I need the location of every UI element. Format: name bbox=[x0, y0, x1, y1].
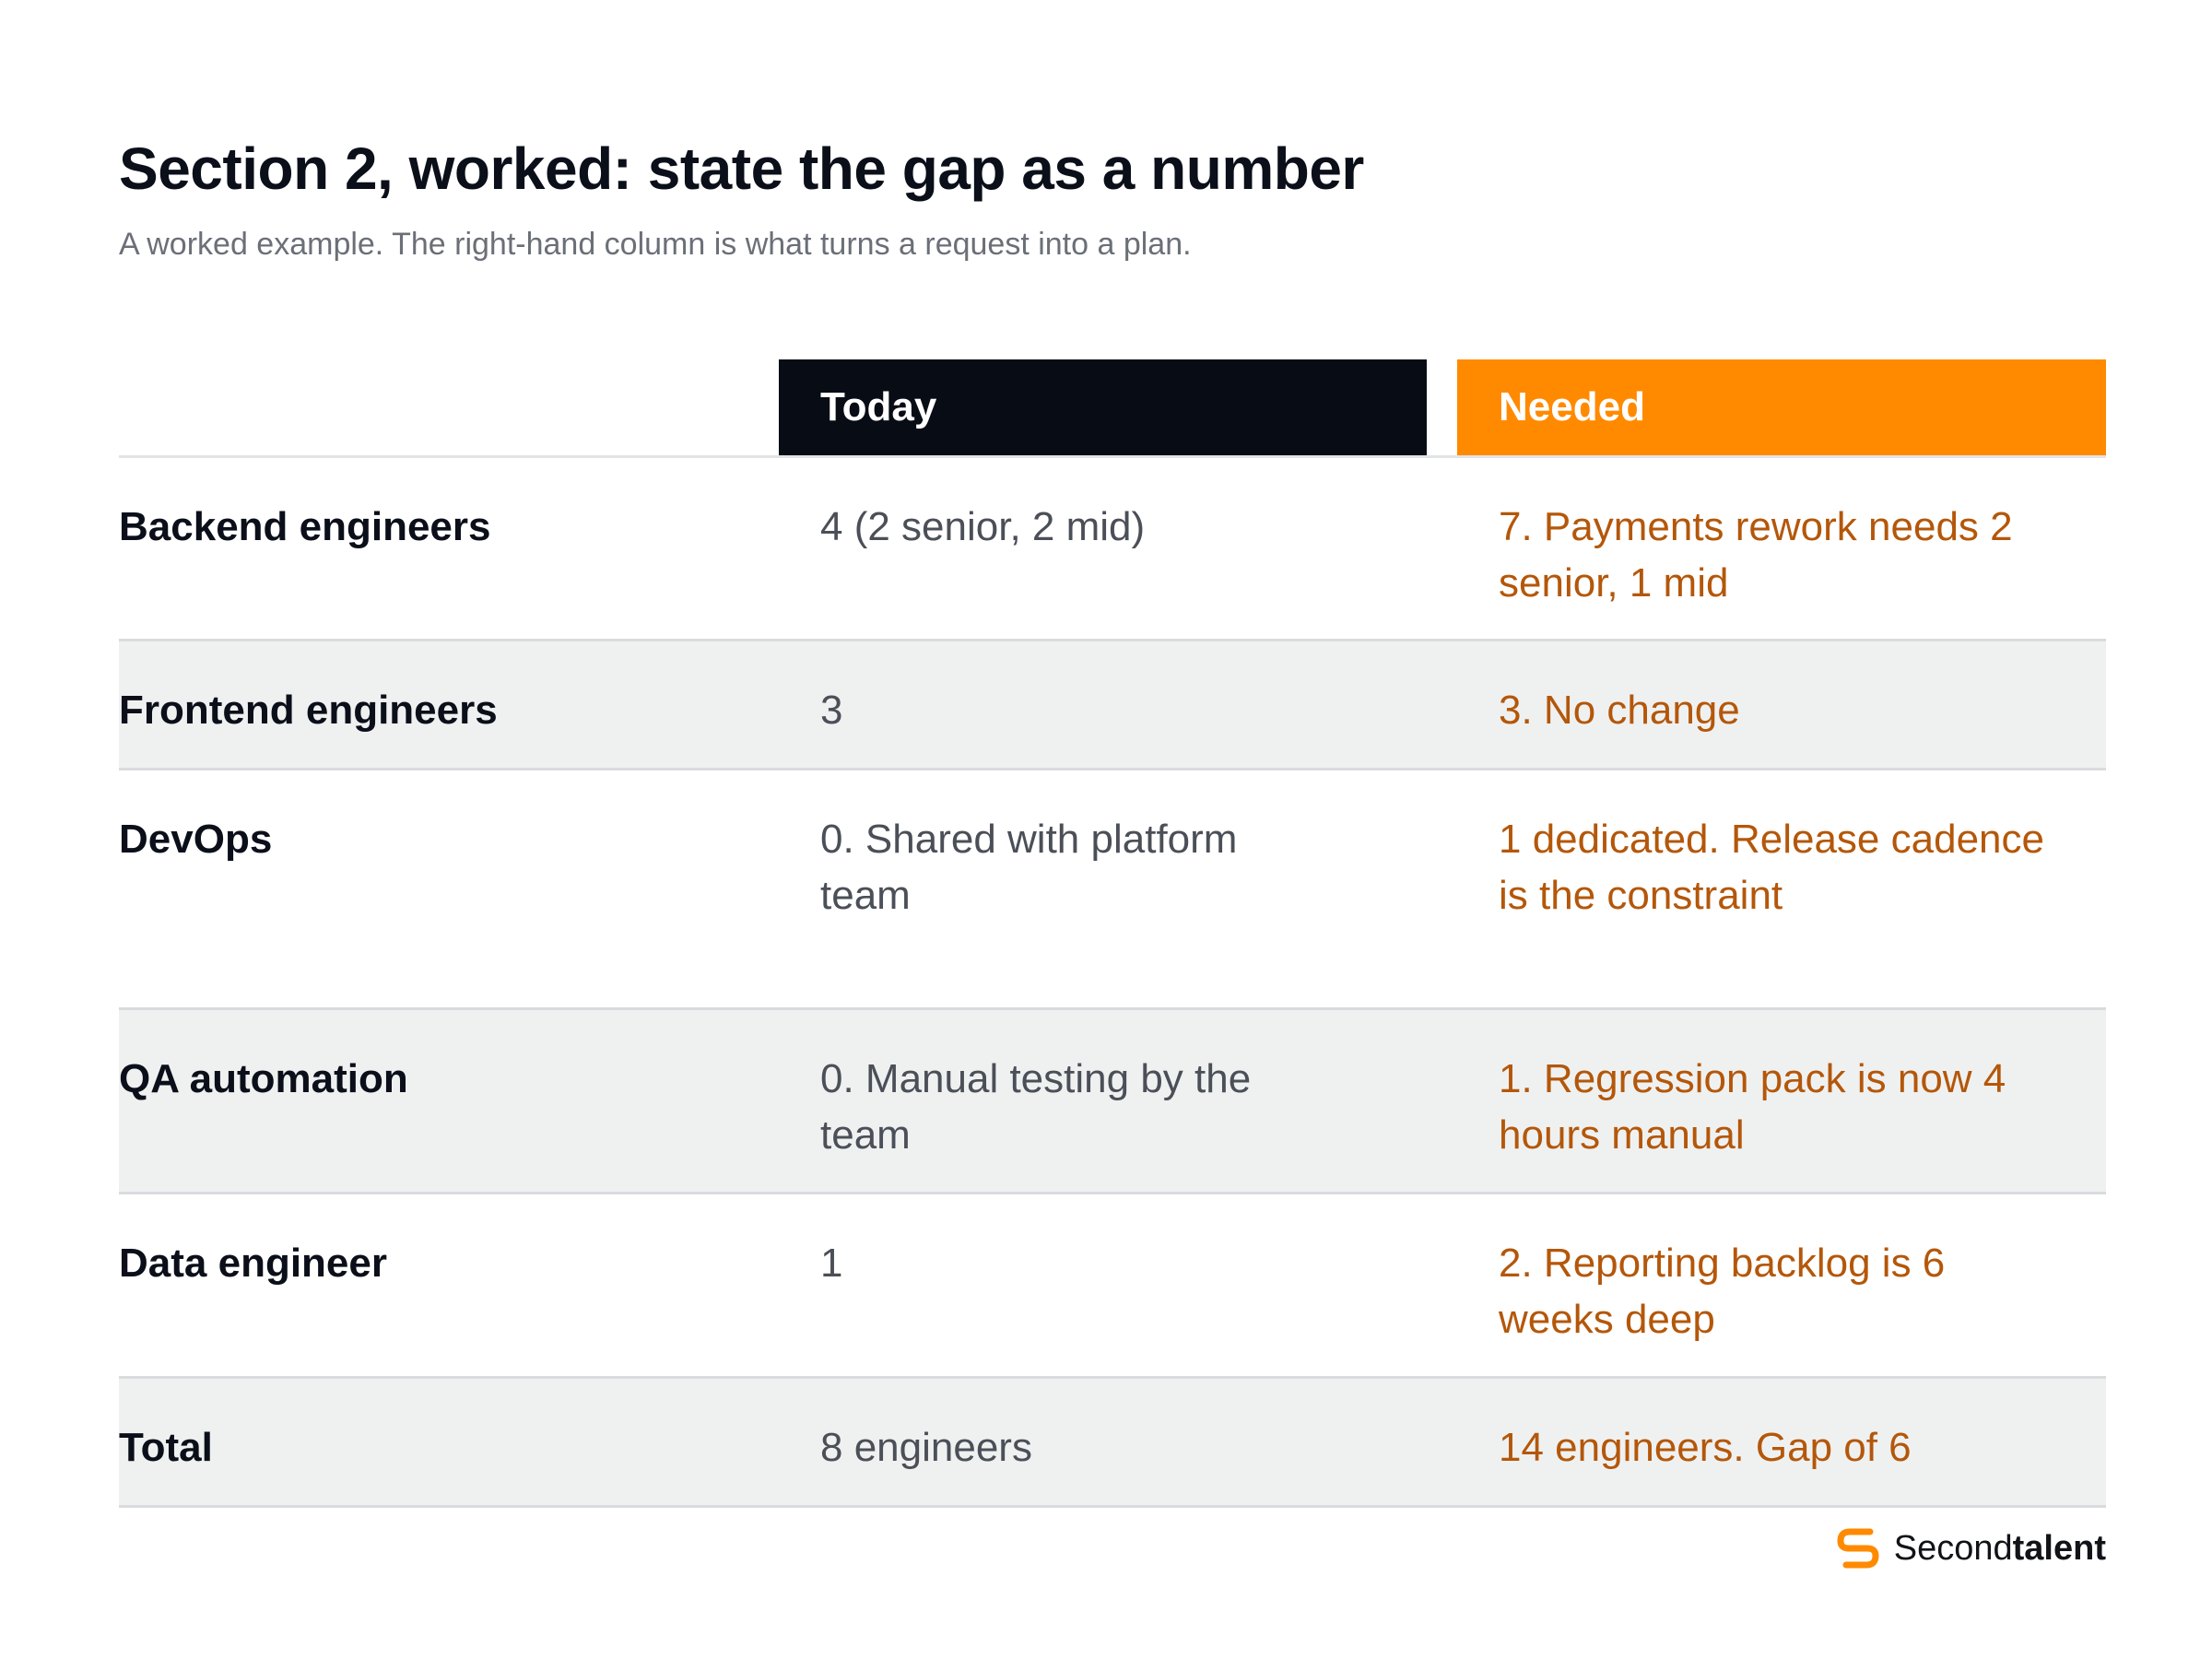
row-label: QA automation bbox=[119, 1056, 408, 1101]
page-title: Section 2, worked: state the gap as a nu… bbox=[119, 135, 1364, 202]
needed-value: 3. No change bbox=[1499, 688, 1740, 733]
row-label: Data engineer bbox=[119, 1241, 387, 1286]
table-header-row: Today Needed bbox=[119, 359, 2106, 458]
column-header-today: Today bbox=[779, 359, 1427, 455]
needed-value: 14 engineers. Gap of 6 bbox=[1499, 1425, 1912, 1470]
brand-name: Secondtalent bbox=[1894, 1529, 2106, 1569]
row-label: Total bbox=[119, 1425, 213, 1470]
staffing-table: Today Needed Backend engineers 4 (2 seni… bbox=[119, 359, 2106, 1508]
today-value: 0. Manual testing by the team bbox=[820, 1056, 1252, 1158]
secondtalent-logo-icon bbox=[1837, 1528, 1879, 1569]
table-row: Backend engineers 4 (2 senior, 2 mid) 7.… bbox=[119, 458, 2106, 641]
page-subtitle: A worked example. The right-hand column … bbox=[119, 227, 1192, 262]
today-value: 1 bbox=[820, 1241, 843, 1286]
today-value: 8 engineers bbox=[820, 1425, 1032, 1470]
row-label: DevOps bbox=[119, 817, 273, 862]
today-value: 3 bbox=[820, 688, 843, 733]
table-row: QA automation 0. Manual testing by the t… bbox=[119, 1010, 2106, 1194]
needed-value: 1. Regression pack is now 4 hours manual bbox=[1499, 1056, 2006, 1158]
column-header-needed: Needed bbox=[1457, 359, 2106, 455]
table-row: Frontend engineers 3 3. No change bbox=[119, 641, 2106, 770]
needed-value: 1 dedicated. Release cadence is the cons… bbox=[1499, 817, 2044, 918]
row-label: Frontend engineers bbox=[119, 688, 498, 733]
table-row: Data engineer 1 2. Reporting backlog is … bbox=[119, 1194, 2106, 1379]
brand-name-bold: talent bbox=[2012, 1528, 2106, 1568]
needed-value: 2. Reporting backlog is 6 weeks deep bbox=[1499, 1241, 1946, 1342]
table-row: DevOps 0. Shared with platform team 1 de… bbox=[119, 770, 2106, 1010]
needed-value: 7. Payments rework needs 2 senior, 1 mid bbox=[1499, 504, 2013, 606]
brand-name-regular: Second bbox=[1893, 1528, 2013, 1568]
today-value: 0. Shared with platform team bbox=[820, 817, 1238, 918]
table-row-total: Total 8 engineers 14 engineers. Gap of 6 bbox=[119, 1379, 2106, 1508]
today-value: 4 (2 senior, 2 mid) bbox=[820, 504, 1146, 549]
row-label: Backend engineers bbox=[119, 504, 491, 549]
brand-logo: Secondtalent bbox=[1833, 1521, 2106, 1576]
